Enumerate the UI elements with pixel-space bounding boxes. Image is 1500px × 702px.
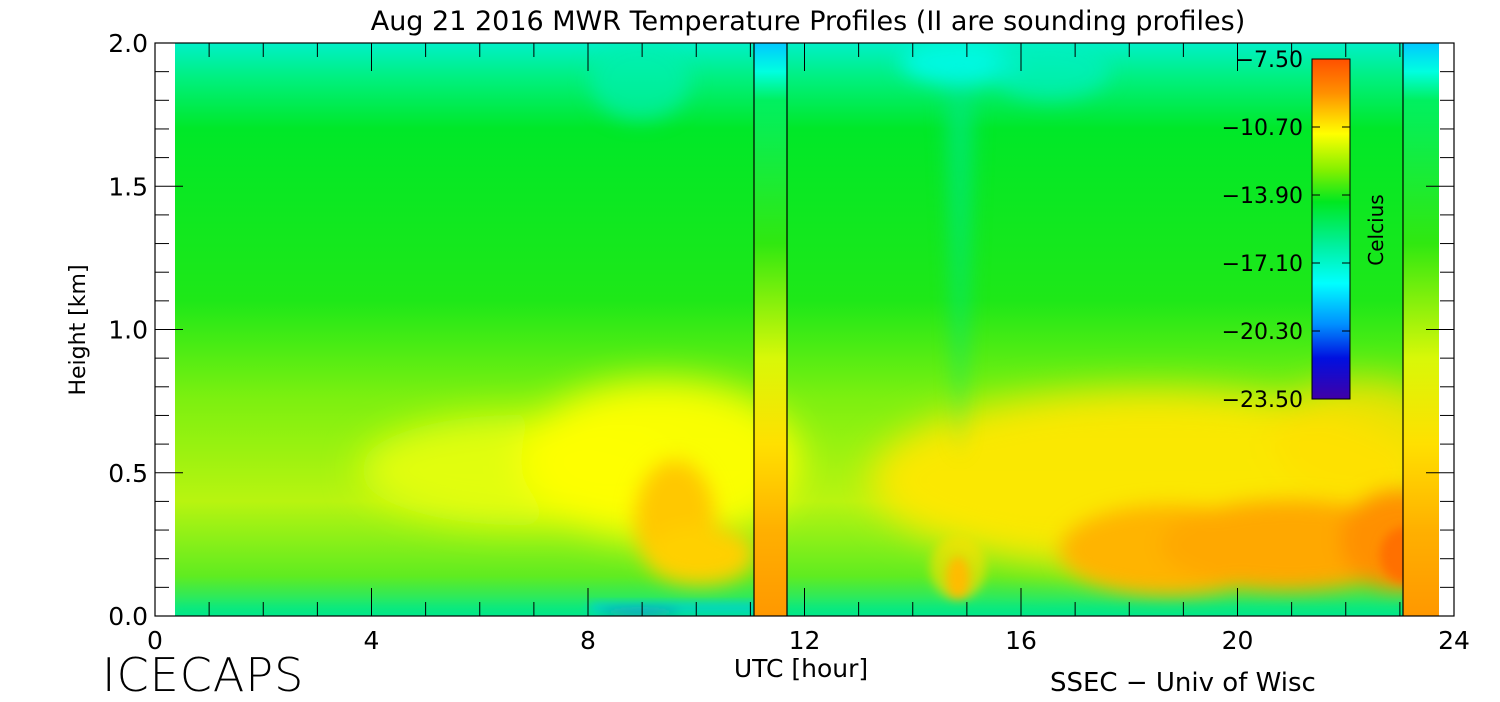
y-tick-label: 0.0 bbox=[108, 602, 148, 631]
colorbar-tick-label: −23.50 bbox=[1222, 388, 1303, 413]
y-tick-label: 1.0 bbox=[108, 316, 148, 345]
colorbar-ramp bbox=[1311, 58, 1351, 400]
y-axis: 0.0 0.5 1.0 1.5 2.0 bbox=[108, 29, 1454, 631]
x-tick-label: 0 bbox=[147, 626, 163, 655]
colorbar-ticks: −7.50 −10.70 −13.90 −17.10 −20.30 −23.50 bbox=[1222, 48, 1350, 413]
colorbar-tick-label: −17.10 bbox=[1222, 252, 1303, 277]
ssec-credit: SSEC − Univ of Wisc bbox=[1050, 668, 1316, 698]
colorbar-tick-label: −13.90 bbox=[1222, 184, 1303, 209]
x-axis: 0 4 8 12 16 20 24 bbox=[147, 43, 1470, 655]
x-tick-label: 12 bbox=[789, 626, 821, 655]
chart-title: Aug 21 2016 MWR Temperature Profiles (II… bbox=[371, 6, 1246, 37]
x-tick-label: 8 bbox=[580, 626, 596, 655]
x-tick-label: 16 bbox=[1005, 626, 1037, 655]
colorbar: −7.50 −10.70 −13.90 −17.10 −20.30 −23.50 Celc… bbox=[1222, 48, 1388, 413]
x-tick-label: 24 bbox=[1438, 626, 1470, 655]
x-tick-label: 4 bbox=[364, 626, 380, 655]
y-tick-label: 1.5 bbox=[108, 172, 148, 201]
colorbar-tick-label: −10.70 bbox=[1222, 116, 1303, 141]
x-axis-label: UTC [hour] bbox=[734, 654, 868, 683]
icecaps-label: ICECAPS bbox=[102, 648, 305, 702]
y-tick-label: 2.0 bbox=[108, 29, 148, 58]
y-tick-label: 0.5 bbox=[108, 459, 148, 488]
colorbar-tick-label: −20.30 bbox=[1222, 320, 1303, 345]
y-axis-label: Height [km] bbox=[66, 264, 91, 395]
x-tick-label: 20 bbox=[1222, 626, 1254, 655]
heatmap-field bbox=[175, 43, 1439, 616]
colorbar-tick-label: −7.50 bbox=[1236, 48, 1303, 73]
colorbar-label: Celcius bbox=[1364, 194, 1388, 265]
